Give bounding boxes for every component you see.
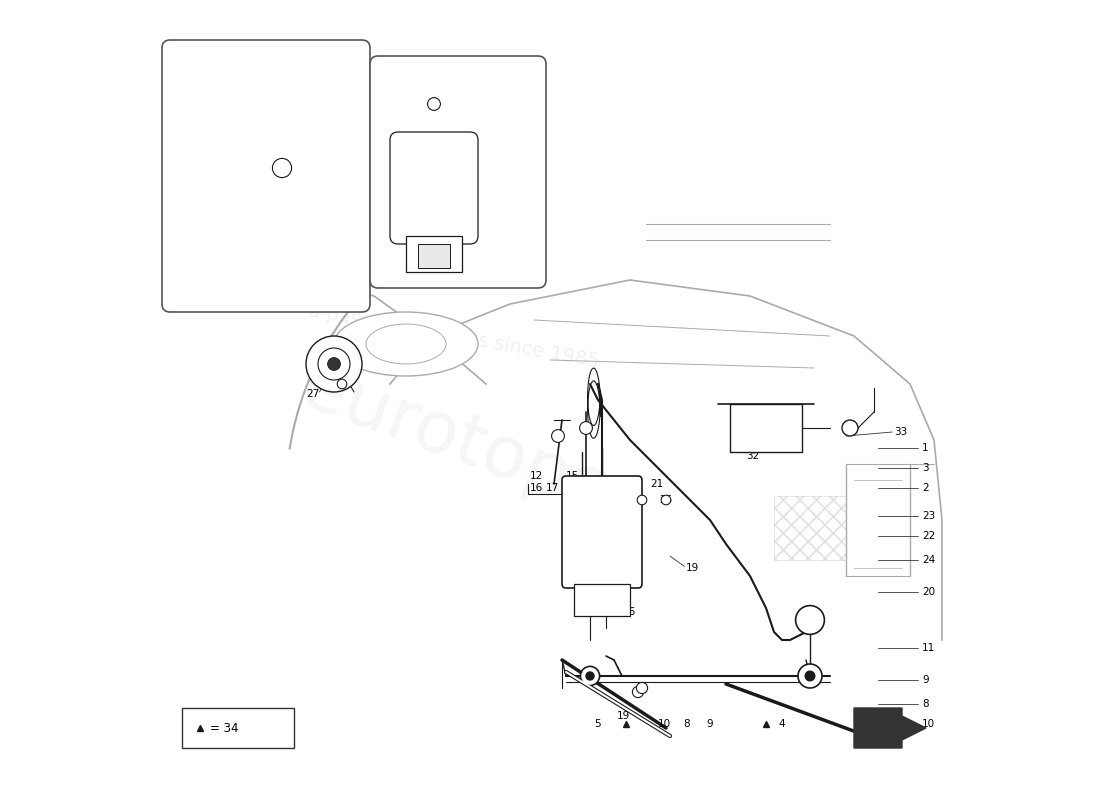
Text: 29: 29 [262, 303, 275, 313]
Text: 30: 30 [494, 163, 508, 173]
Text: 15: 15 [566, 471, 580, 481]
Text: 25: 25 [660, 495, 673, 505]
Circle shape [581, 666, 600, 686]
Text: 28: 28 [278, 303, 292, 313]
Text: 28: 28 [266, 267, 280, 277]
FancyBboxPatch shape [562, 476, 642, 588]
Ellipse shape [366, 324, 446, 364]
Text: 10: 10 [658, 719, 671, 729]
Circle shape [637, 682, 648, 694]
Circle shape [632, 686, 644, 698]
Circle shape [842, 420, 858, 436]
Text: 8: 8 [922, 699, 928, 709]
Circle shape [338, 379, 346, 389]
FancyBboxPatch shape [182, 708, 294, 748]
Text: 21: 21 [650, 479, 663, 489]
Text: 14: 14 [593, 607, 606, 617]
Text: 5: 5 [594, 719, 601, 729]
Text: 30: 30 [486, 191, 499, 201]
Circle shape [273, 158, 292, 178]
Text: 22: 22 [922, 531, 935, 541]
Circle shape [551, 430, 564, 442]
Text: 24: 24 [922, 555, 935, 565]
FancyBboxPatch shape [730, 404, 802, 452]
Text: 26: 26 [621, 607, 636, 617]
Circle shape [328, 358, 340, 370]
Text: 29: 29 [238, 267, 252, 277]
Text: 11: 11 [922, 643, 935, 653]
Circle shape [306, 336, 362, 392]
Circle shape [428, 98, 440, 110]
Text: 1: 1 [922, 443, 928, 453]
Ellipse shape [334, 312, 478, 376]
Text: 12: 12 [530, 471, 543, 481]
Text: 23: 23 [922, 511, 935, 521]
Text: 25: 25 [630, 495, 644, 505]
Text: 9: 9 [922, 675, 928, 685]
Text: 33: 33 [894, 427, 908, 437]
Polygon shape [854, 708, 926, 748]
Circle shape [805, 671, 815, 681]
Circle shape [580, 422, 593, 434]
Circle shape [661, 495, 671, 505]
Text: 9: 9 [706, 719, 713, 729]
Text: 13: 13 [575, 607, 589, 617]
Bar [774, 496, 846, 560]
Text: a passion for parts since 1985: a passion for parts since 1985 [307, 301, 601, 371]
Text: 31: 31 [494, 187, 508, 197]
Text: eurotops: eurotops [293, 353, 616, 527]
Text: 31: 31 [486, 203, 499, 213]
Text: 17: 17 [546, 483, 559, 493]
Circle shape [586, 672, 594, 680]
Circle shape [318, 348, 350, 380]
Bar [574, 584, 630, 616]
Text: 35: 35 [330, 371, 343, 381]
Circle shape [637, 495, 647, 505]
Text: 16: 16 [530, 483, 543, 493]
Text: 2: 2 [922, 483, 928, 493]
FancyBboxPatch shape [370, 56, 546, 288]
FancyBboxPatch shape [162, 40, 370, 312]
Bar [406, 236, 462, 272]
Text: = 34: = 34 [210, 722, 239, 734]
Circle shape [795, 606, 824, 634]
Text: 4: 4 [778, 719, 784, 729]
Text: 19: 19 [686, 563, 700, 573]
Text: 8: 8 [683, 719, 690, 729]
Text: 27: 27 [306, 389, 319, 398]
Bar [418, 244, 450, 268]
FancyBboxPatch shape [390, 132, 478, 244]
Text: 20: 20 [922, 587, 935, 597]
Text: 32: 32 [746, 451, 759, 461]
Text: 10: 10 [922, 719, 935, 729]
Circle shape [798, 664, 822, 688]
Text: 3: 3 [922, 463, 928, 473]
Text: 18: 18 [586, 507, 600, 517]
Text: 19: 19 [616, 711, 629, 721]
